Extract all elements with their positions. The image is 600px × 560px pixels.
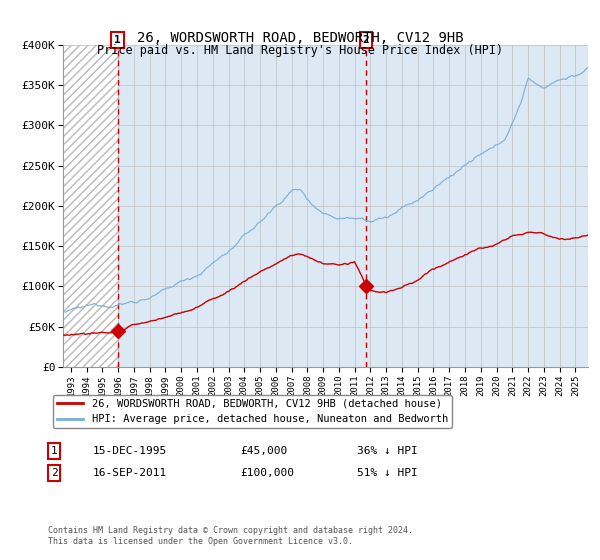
Text: 2: 2 (50, 468, 58, 478)
Text: £100,000: £100,000 (240, 468, 294, 478)
Text: £45,000: £45,000 (240, 446, 287, 456)
Text: 15-DEC-1995: 15-DEC-1995 (93, 446, 167, 456)
Text: 1: 1 (114, 35, 121, 45)
Legend: 26, WORDSWORTH ROAD, BEDWORTH, CV12 9HB (detached house), HPI: Average price, de: 26, WORDSWORTH ROAD, BEDWORTH, CV12 9HB … (53, 395, 452, 428)
Text: 51% ↓ HPI: 51% ↓ HPI (357, 468, 418, 478)
Text: 16-SEP-2011: 16-SEP-2011 (93, 468, 167, 478)
Bar (63, 45, 118, 367)
Text: 26, WORDSWORTH ROAD, BEDWORTH, CV12 9HB: 26, WORDSWORTH ROAD, BEDWORTH, CV12 9HB (137, 31, 463, 45)
Text: 1: 1 (50, 446, 58, 456)
Bar (63, 45, 118, 367)
Text: 2: 2 (362, 35, 369, 45)
Text: Contains HM Land Registry data © Crown copyright and database right 2024.
This d: Contains HM Land Registry data © Crown c… (48, 526, 413, 546)
Text: 36% ↓ HPI: 36% ↓ HPI (357, 446, 418, 456)
Text: Price paid vs. HM Land Registry's House Price Index (HPI): Price paid vs. HM Land Registry's House … (97, 44, 503, 57)
